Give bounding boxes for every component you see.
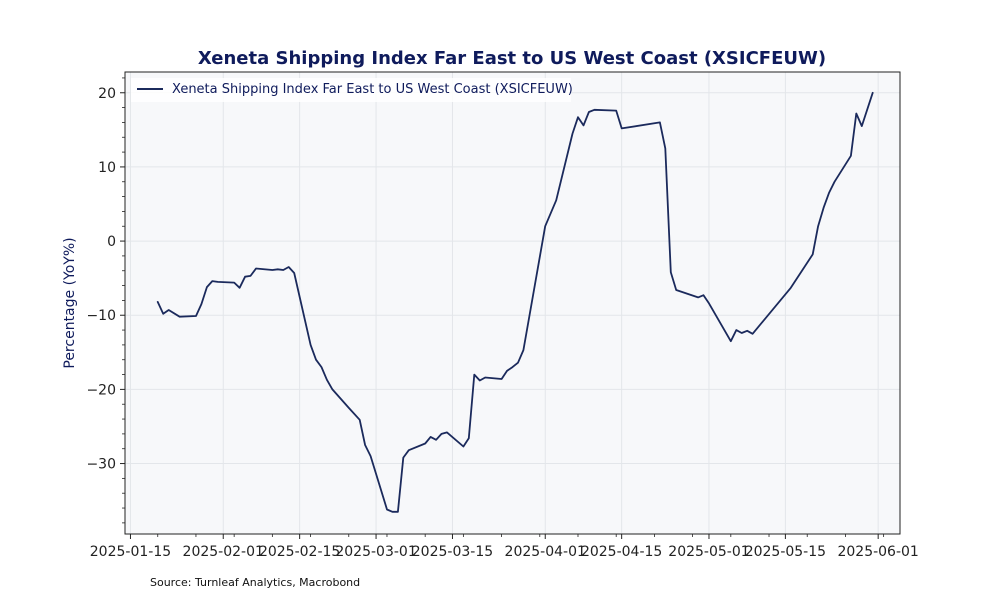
x-tick-label: 2025-05-15 [745, 544, 826, 560]
chart-title: Xeneta Shipping Index Far East to US Wes… [198, 48, 826, 69]
series-layer [156, 91, 874, 513]
x-tick-label: 2025-02-01 [183, 544, 264, 560]
legend: Xeneta Shipping Index Far East to US Wes… [131, 78, 573, 102]
y-tick-label: 0 [107, 234, 116, 250]
y-tick-label: 20 [98, 86, 116, 102]
x-tick-label: 2025-05-01 [668, 544, 749, 560]
x-tick-label: 2025-01-15 [90, 544, 171, 560]
x-tick-label: 2025-02-15 [259, 544, 340, 560]
plot-frame [124, 71, 901, 535]
y-tick-label: −10 [86, 308, 116, 324]
plot-area [125, 72, 900, 534]
x-tick-label: 2025-04-01 [505, 544, 586, 560]
source-note: Source: Turnleaf Analytics, Macrobond [150, 576, 360, 589]
y-axis-label: Percentage (YoY%) [62, 237, 78, 368]
series-line [156, 91, 874, 513]
x-axis: 2025-01-15 2025-02-012025-02-152025-03-01… [90, 534, 919, 560]
x-tick-label: 2025-03-01 [335, 544, 416, 560]
y-tick-label: −30 [86, 457, 116, 473]
y-tick-label: −20 [86, 382, 116, 398]
x-tick-label: 2025-06-01 [837, 544, 918, 560]
legend-box [131, 78, 571, 102]
x-tick-label: 2025-04-15 [581, 544, 662, 560]
x-tick-label: 2025-03-15 [412, 544, 493, 560]
y-axis: 20 10 0 −10 −20 −30 [86, 77, 125, 524]
y-tick-label: 10 [98, 160, 116, 176]
legend-entry: Xeneta Shipping Index Far East to US Wes… [172, 82, 573, 97]
